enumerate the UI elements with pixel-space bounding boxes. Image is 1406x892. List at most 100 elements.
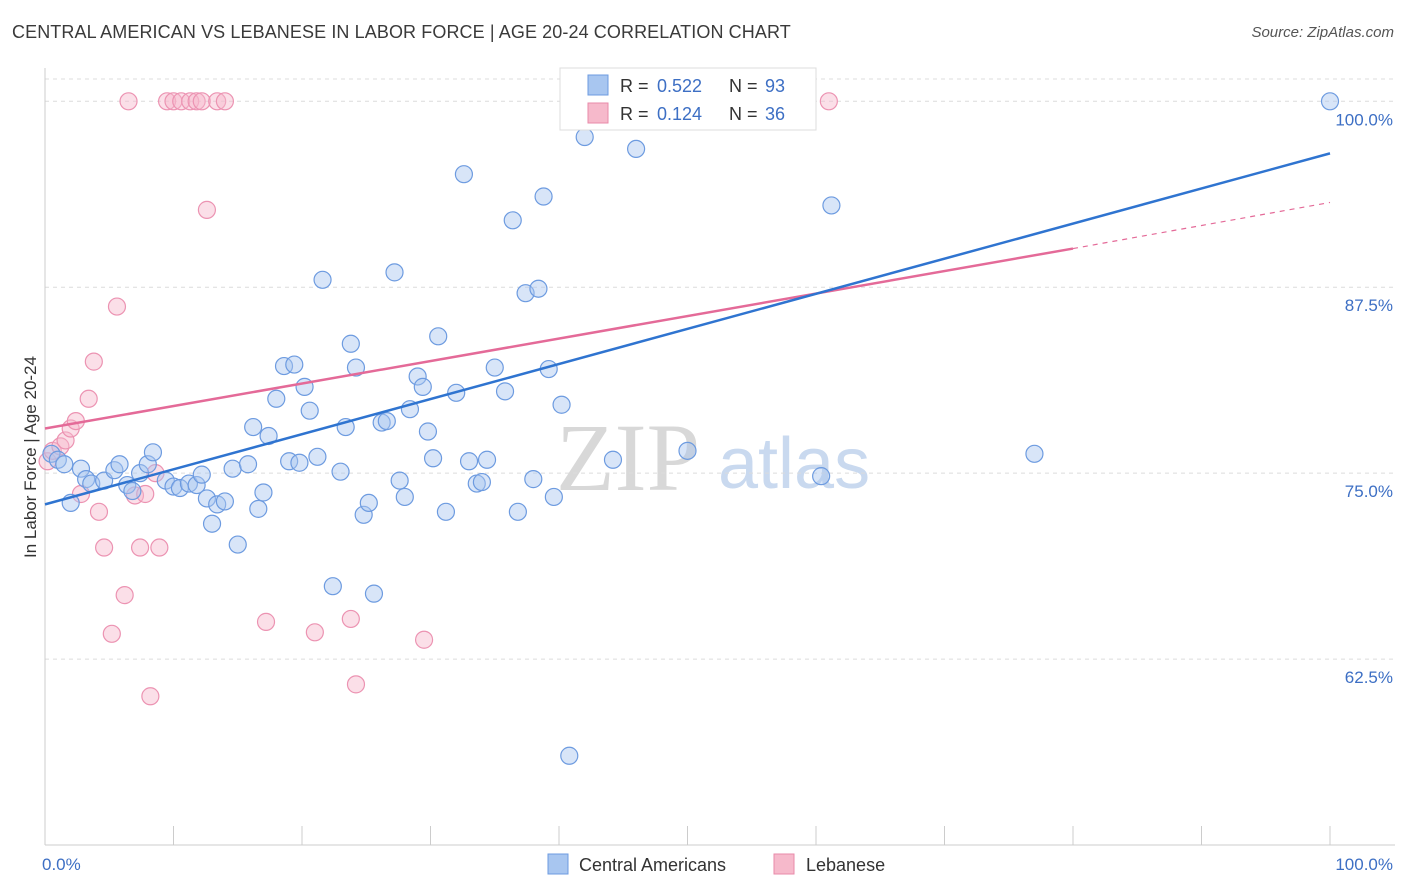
bottom-legend-swatch-pink — [773, 853, 795, 875]
central-american-point — [290, 453, 309, 472]
y-tick-label: 62.5% — [1345, 668, 1393, 687]
central-american-point — [385, 263, 404, 282]
lebanese-point — [197, 200, 217, 219]
grid-lines — [45, 78, 1395, 660]
central-american-point — [377, 411, 396, 431]
central-american-point — [552, 395, 571, 414]
central-american-point — [822, 196, 841, 215]
lebanese-point — [130, 538, 150, 557]
chart-title: CENTRAL AMERICAN VS LEBANESE IN LABOR FO… — [12, 22, 791, 42]
central-american-point — [323, 577, 342, 596]
central-american-point — [364, 584, 384, 603]
central-american-point — [187, 475, 206, 495]
legend-r-label-1: R = — [620, 76, 649, 96]
lebanese-trend-extension — [1072, 201, 1331, 250]
central-american-point — [285, 355, 304, 374]
central-american-point — [413, 377, 432, 396]
central-american-point — [503, 211, 522, 230]
lebanese-points — [38, 92, 838, 706]
central-american-point — [267, 389, 286, 408]
lebanese-point — [141, 687, 160, 706]
lebanese-trend-line — [44, 247, 1074, 430]
central-american-point — [454, 165, 474, 184]
lebanese-point — [819, 92, 838, 111]
lebanese-point — [95, 538, 114, 557]
central-american-point — [313, 270, 332, 289]
lebanese-point — [341, 609, 360, 629]
central-american-point — [341, 334, 360, 353]
central-american-point — [346, 358, 366, 377]
central-american-point — [192, 465, 211, 484]
central-american-point — [105, 461, 124, 480]
central-american-point — [477, 450, 497, 469]
lebanese-point — [79, 389, 98, 408]
central-american-point — [1320, 92, 1340, 111]
trend-lines — [44, 152, 1331, 506]
legend-swatch-pink — [587, 102, 609, 124]
legend-n-value-1: 93 — [765, 76, 785, 96]
central-american-point — [1025, 444, 1044, 463]
central-american-points — [42, 92, 1340, 765]
central-american-point — [110, 455, 129, 474]
central-american-point — [495, 382, 515, 401]
central-american-point — [436, 502, 456, 521]
lebanese-point — [215, 92, 234, 111]
y-axis-label: In Labor Force | Age 20-24 — [21, 356, 40, 558]
lebanese-point — [346, 675, 366, 694]
central-american-point — [215, 492, 234, 511]
central-american-point — [459, 452, 479, 471]
central-american-point — [300, 401, 319, 420]
central-american-point — [354, 505, 373, 524]
central-american-point — [472, 472, 491, 492]
central-american-point — [529, 279, 548, 298]
central-american-point — [55, 455, 74, 474]
central-american-point — [143, 443, 163, 462]
central-american-point — [812, 467, 831, 486]
y-tick-label: 100.0% — [1335, 110, 1393, 129]
lebanese-point — [187, 92, 206, 111]
central-american-point — [179, 474, 199, 493]
central-american-point — [534, 187, 553, 206]
central-american-point — [308, 447, 327, 466]
bottom-legend-central-americans: Central Americans — [579, 855, 726, 875]
central-american-point — [429, 327, 448, 346]
lebanese-point — [119, 92, 138, 111]
central-american-point — [238, 455, 258, 474]
legend-r-label-2: R = — [620, 104, 649, 124]
central-american-trend-line — [44, 152, 1331, 506]
central-american-point — [508, 502, 527, 521]
central-american-point — [228, 535, 247, 554]
lebanese-point — [157, 92, 177, 111]
central-american-point — [524, 470, 543, 489]
central-american-point — [202, 514, 222, 533]
legend-r-value-2: 0.124 — [657, 104, 702, 124]
bottom-legend: Central Americans Lebanese — [547, 853, 885, 875]
legend-box: R = 0.522 N = 93 R = 0.124 N = 36 — [559, 67, 817, 131]
lebanese-point — [102, 624, 121, 643]
bottom-legend-lebanese: Lebanese — [806, 855, 885, 875]
lebanese-point — [208, 92, 227, 111]
watermark-atlas: atlas — [718, 424, 870, 504]
x-tick-label-min: 0.0% — [42, 855, 81, 874]
source-credit: Source: ZipAtlas.com — [1251, 24, 1394, 41]
central-american-point — [390, 471, 409, 490]
central-american-point — [626, 139, 646, 159]
y-tick-label: 75.0% — [1345, 482, 1393, 501]
lebanese-point — [115, 586, 134, 605]
lebanese-point — [150, 538, 169, 557]
lebanese-point — [107, 297, 127, 316]
central-american-point — [575, 127, 594, 147]
lebanese-point — [89, 502, 109, 521]
legend-n-value-2: 36 — [765, 104, 785, 124]
bottom-legend-swatch-blue — [547, 853, 569, 875]
central-american-point — [485, 358, 504, 377]
central-american-point — [223, 459, 242, 478]
y-tick-label: 87.5% — [1345, 296, 1393, 315]
legend-swatch-blue — [587, 74, 609, 96]
central-american-point — [359, 493, 378, 513]
legend-n-label-1: N = — [729, 76, 758, 96]
central-american-point — [249, 499, 268, 518]
lebanese-point — [84, 352, 103, 371]
axes: 62.5% 75.0% 87.5% 100.0% 0.0% 100.0% — [42, 68, 1395, 874]
